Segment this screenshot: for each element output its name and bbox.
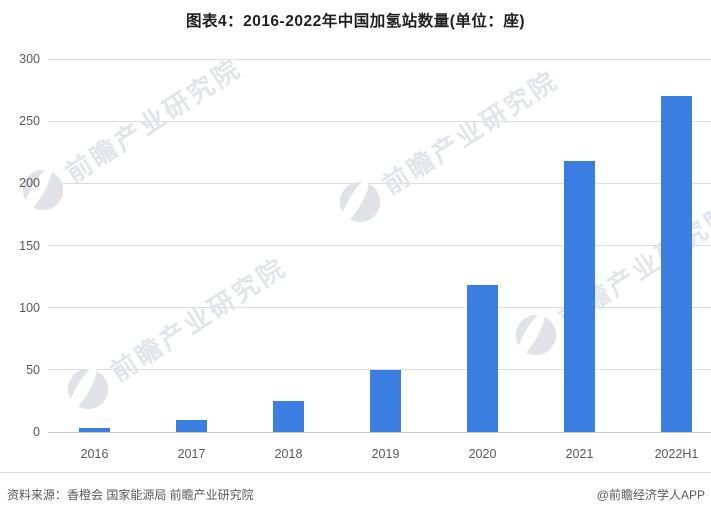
bar: [564, 160, 595, 432]
data-source-text: 资料来源：香橙会 国家能源局 前瞻产业研究院: [7, 488, 254, 502]
y-axis-tick-label: 0: [33, 425, 40, 439]
bar: [467, 285, 498, 432]
y-axis-tick-label: 50: [26, 362, 40, 377]
y-axis-tick-label: 100: [19, 300, 40, 315]
bar: [370, 369, 401, 432]
y-axis-tick-label: 250: [19, 114, 40, 129]
bar: [79, 428, 110, 432]
x-axis-tick-label: 2018: [274, 447, 303, 461]
gridline: [48, 120, 711, 122]
x-axis-tick-label: 2021: [565, 447, 594, 461]
bar: [273, 400, 304, 432]
credit-text: @前瞻经济学人APP: [596, 488, 705, 502]
bar: [661, 96, 692, 432]
footer-divider: [0, 472, 711, 473]
bar: [176, 419, 207, 432]
y-axis-tick-label: 200: [19, 176, 40, 191]
x-axis-tick-label: 2020: [468, 447, 497, 461]
y-axis-tick-label: 300: [19, 52, 40, 66]
x-axis-line: [48, 431, 711, 433]
x-axis-tick-label: 2016: [80, 447, 109, 461]
x-axis-tick-label: 2017: [177, 447, 206, 461]
y-axis-tick-label: 150: [19, 238, 40, 253]
chart-title: 图表4：2016-2022年中国加氢站数量(单位：座): [185, 13, 526, 30]
gridline: [48, 245, 711, 246]
x-axis-tick-label: 2019: [371, 447, 400, 461]
gridline: [48, 307, 711, 309]
gridline: [48, 58, 711, 60]
x-axis-tick-label: 2022H1: [654, 447, 699, 461]
